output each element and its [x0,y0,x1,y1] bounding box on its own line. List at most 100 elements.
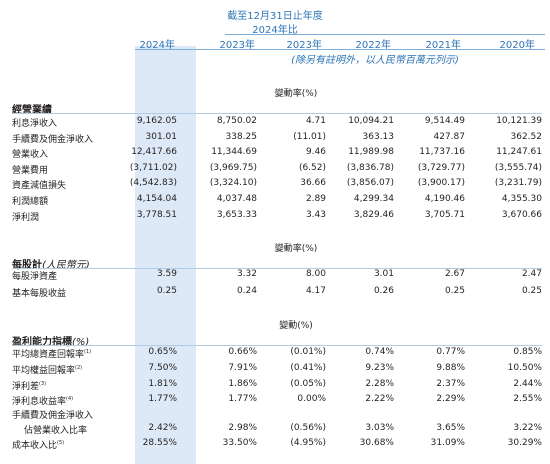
cell-value: 2.44% [513,379,542,389]
cell-value: 0.66% [228,347,257,357]
cell-value: 2.37% [436,379,465,389]
per-share-rule [12,268,542,269]
cell-value: (0.56%) [290,423,326,433]
cell-value: (4,542.83) [129,178,177,189]
row-label-text: 成本收入比 [12,441,58,451]
row-label-text: 資產減值損失 [12,181,67,192]
cell-value: 4,037.48 [216,194,257,204]
cell-value: 3.01 [373,269,394,279]
cell-value: 11,737.16 [419,147,465,158]
cell-value: 7.50% [148,363,177,373]
table-row: 平均總資產回報率(1) 0.65% 0.66% (0.01%) 0.74% 0.77% 0.… [0,347,550,361]
table-row: 佔營業收入比率 2.42% 2.98% (0.56%) 3.03% 3.65% 3.22% [0,423,550,437]
cell-value: 9.46 [305,147,326,158]
cell-value: 2.47 [521,269,542,279]
cell-value: 0.74% [365,347,394,357]
row-label-text: 手續費及佣金淨收入 [12,411,94,421]
cell-value: 301.01 [145,131,178,142]
cell-value: 28.55% [142,438,177,448]
table-row: 手續費及佣金淨收入 301.01 338.25 (11.01) 363.13 427.87… [0,132,550,146]
per-share-change-label: 變動率(%) [274,244,318,254]
cell-value: 3,705.71 [424,209,465,220]
row-label-text: 平均總資產回報率 [12,350,85,360]
cell-value: 0.25 [444,286,465,296]
cell-value: (3,856.07) [346,178,394,189]
operations-change-label: 變動率(%) [274,89,318,99]
row-label-text: 淨利息收益率 [12,397,67,407]
cell-value: 0.26 [373,286,394,296]
row-label-text: 平均權益回報率 [12,366,76,376]
row-label: 手續費及佣金淨收入 [12,408,93,421]
table-row: 營業收入 12,417.66 11,344.69 9.46 11,989.98 11,73… [0,147,550,161]
table-row: 淨利潤 3,778.51 3,653.33 3.43 3,829.46 3,705.71 3… [0,210,550,224]
cell-value: 0.85% [513,347,542,357]
cell-value: 362.52 [510,131,543,142]
cell-value: 4.71 [305,116,326,126]
period-header: 截至12月31日止年度 [227,11,323,22]
cell-value: 338.25 [225,131,258,142]
row-footnote-mark: (4) [66,396,74,402]
year-header-2023-compare: 2023年 [286,40,322,51]
table-row: 每股淨資產 3.59 3.32 8.00 3.01 2.67 2.47 [0,269,550,283]
year-header-2023: 2023年 [219,40,255,51]
cell-value: 33.50% [222,438,257,448]
cell-value: (3,900.17) [417,178,465,189]
cell-value: 30.68% [359,438,394,448]
cell-value: 1.77% [228,394,257,404]
cell-value: (0.01%) [290,347,326,357]
year-header-2021: 2021年 [425,40,461,51]
profitability-unit: (%) [72,337,90,348]
cell-value: 3,653.33 [216,209,257,220]
header-rule [225,34,545,35]
cell-value: 3,829.46 [353,209,394,220]
cell-value: 9,162.05 [136,116,177,126]
cell-value: 9.23% [365,363,394,373]
cell-value: 2.55% [513,394,542,404]
cell-value: (3,555.74) [494,162,542,173]
cell-value: 8.00 [305,269,326,279]
row-label: 成本收入比(5) [12,438,64,451]
row-label: 淨利息收益率(4) [12,394,73,407]
cell-value: (0.05%) [290,379,326,389]
cell-value: 8,750.02 [216,116,257,126]
table-row: 資產減值損失 (4,542.83) (3,324.10) 36.66 (3,856.07… [0,178,550,192]
cell-value: 11,344.69 [211,147,257,158]
cell-value: 0.25 [521,286,542,296]
row-footnote-mark: (2) [75,365,83,371]
currency-note: (除另有註明外，以人民幣百萬元列示) [291,55,459,66]
cell-value: 2.42% [148,423,177,433]
table-row: 手續費及佣金淨收入 [0,408,550,422]
cell-value: 36.66 [300,178,326,189]
cell-value: 0.65% [148,347,177,357]
cell-value: 9,514.49 [424,116,465,126]
cell-value: 3,778.51 [136,209,177,220]
cell-value: (0.41%) [290,363,326,373]
row-label: 佔營業收入比率 [24,423,87,436]
profitability-title: 盈利能力指標(%) [12,333,89,348]
row-label: 平均總資產回報率(1) [12,347,91,360]
row-label: 營業費用 [12,163,48,176]
cell-value: 12,417.66 [131,147,177,158]
row-label-text: 營業費用 [12,165,49,176]
cell-value: 3.59 [156,269,177,279]
cell-value: 0.00% [297,394,326,404]
current-year-highlight [135,46,196,464]
cell-value: 3.65% [436,423,465,433]
cell-value: 3.32 [236,269,257,279]
operations-title: 經營業績 [12,105,52,116]
cell-value: 427.87 [433,131,466,142]
row-label-text: 每股淨資產 [12,272,58,282]
table-row: 營業費用 (3,711.02) (3,969.75) (6.52) (3,836.78)… [0,163,550,177]
table-row: 成本收入比(5) 28.55% 33.50% (4.95%) 30.68% 31.09% 3… [0,438,550,452]
row-label: 基本每股收益 [12,286,66,299]
row-label: 營業收入 [12,147,48,160]
row-footnote-mark: (5) [57,440,65,446]
profitability-title-text: 盈利能力指標 [12,337,72,348]
cell-value: (3,711.02) [129,162,177,173]
cell-value: 4,299.34 [353,194,394,204]
row-footnote-mark: (1) [84,349,92,355]
cell-value: 11,247.61 [496,147,542,158]
compare-header: 2024年比 [252,25,298,36]
cell-value: 2.67 [444,269,465,279]
table-row: 淨利差(3) 1.81% 1.86% (0.05%) 2.28% 2.37% 2.44% [0,379,550,393]
